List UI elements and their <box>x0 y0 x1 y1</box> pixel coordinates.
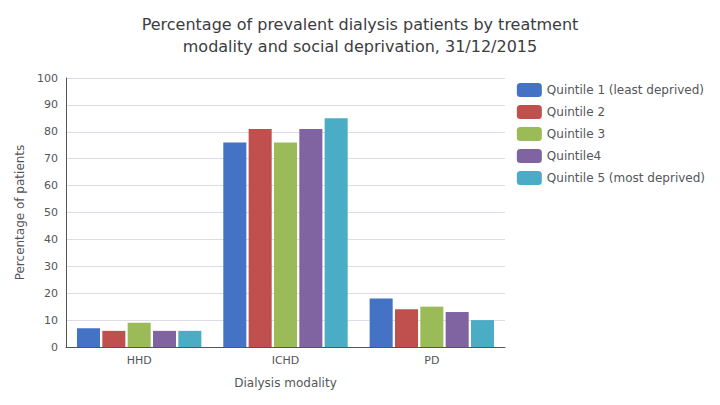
svg-text:30: 30 <box>44 260 58 273</box>
svg-text:10: 10 <box>44 314 58 327</box>
svg-text:Percentage of prevalent dialys: Percentage of prevalent dialysis patient… <box>142 15 579 34</box>
svg-text:Quintile 5 (most deprived): Quintile 5 (most deprived) <box>547 171 705 185</box>
svg-text:60: 60 <box>44 179 58 192</box>
svg-text:PD: PD <box>424 354 439 367</box>
svg-text:modality and social deprivatio: modality and social deprivation, 31/12/2… <box>183 37 537 56</box>
svg-text:20: 20 <box>44 287 58 300</box>
svg-text:90: 90 <box>44 98 58 111</box>
svg-text:Dialysis modality: Dialysis modality <box>234 376 337 390</box>
svg-text:80: 80 <box>44 125 58 138</box>
svg-text:Quintile 1 (least deprived): Quintile 1 (least deprived) <box>547 83 704 97</box>
svg-text:100: 100 <box>37 72 58 85</box>
svg-text:ICHD: ICHD <box>272 354 300 367</box>
svg-text:Quintile4: Quintile4 <box>547 149 601 163</box>
svg-text:HHD: HHD <box>127 354 152 367</box>
svg-text:50: 50 <box>44 206 58 219</box>
svg-text:0: 0 <box>51 341 58 354</box>
svg-text:Quintile 2: Quintile 2 <box>547 105 605 119</box>
svg-text:Percentage of patients: Percentage of patients <box>13 145 27 281</box>
svg-text:70: 70 <box>44 152 58 165</box>
svg-text:40: 40 <box>44 233 58 246</box>
svg-text:Quintile 3: Quintile 3 <box>547 127 605 141</box>
